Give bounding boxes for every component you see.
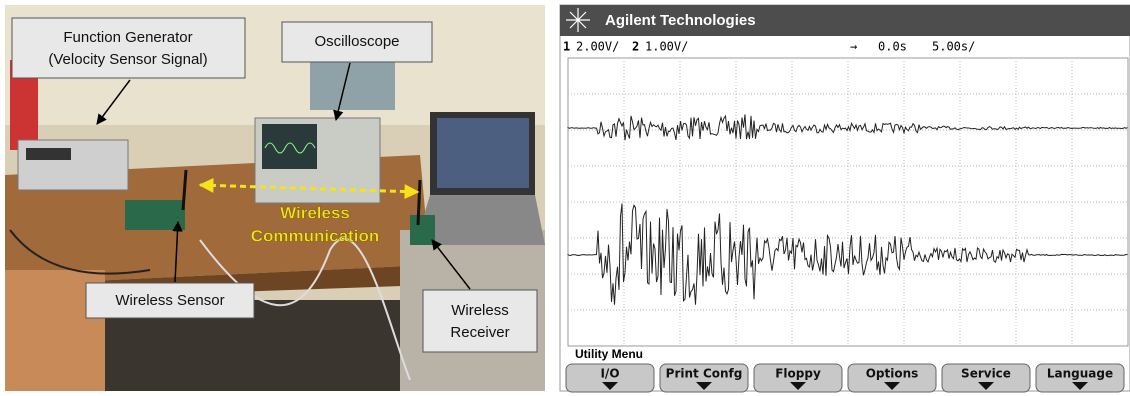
label-box xyxy=(12,18,245,78)
label-text: Function Generator xyxy=(63,29,192,46)
canvas: Function Generator (Velocity Sensor Sign… xyxy=(0,0,1130,396)
status: 2 xyxy=(632,40,639,54)
softkey-label: Print Confg xyxy=(666,367,743,381)
label-text: Wireless Sensor xyxy=(115,292,224,309)
scope: Agilent Technologies 1 2.00V/ 2 1.00V/ →… xyxy=(560,5,1130,392)
status: 2.00V/ xyxy=(576,40,619,54)
softkey-label: Service xyxy=(961,367,1011,381)
label-text: Wireless xyxy=(451,302,509,319)
link-label: Communication xyxy=(251,226,379,245)
brand: Agilent Technologies xyxy=(605,12,756,29)
label-text: Receiver xyxy=(450,324,509,341)
figure: Function Generator (Velocity Sensor Sign… xyxy=(0,0,1130,396)
status: 1.00V/ xyxy=(645,40,688,54)
softkey-label: Language xyxy=(1047,367,1113,381)
softkey-label: I/O xyxy=(600,367,619,381)
label-box xyxy=(423,290,537,352)
status: → xyxy=(850,40,857,54)
softkey-label: Options xyxy=(866,367,919,381)
status: 1 xyxy=(563,40,570,54)
status: 5.00s/ xyxy=(932,40,975,54)
label-text: Oscilloscope xyxy=(314,33,399,50)
link-label: Wireless xyxy=(280,203,350,222)
status: 0.0s xyxy=(878,40,907,54)
menu-title: Utility Menu xyxy=(575,347,643,361)
softkey-label: Floppy xyxy=(775,367,821,381)
label-text: (Velocity Sensor Signal) xyxy=(48,51,207,68)
